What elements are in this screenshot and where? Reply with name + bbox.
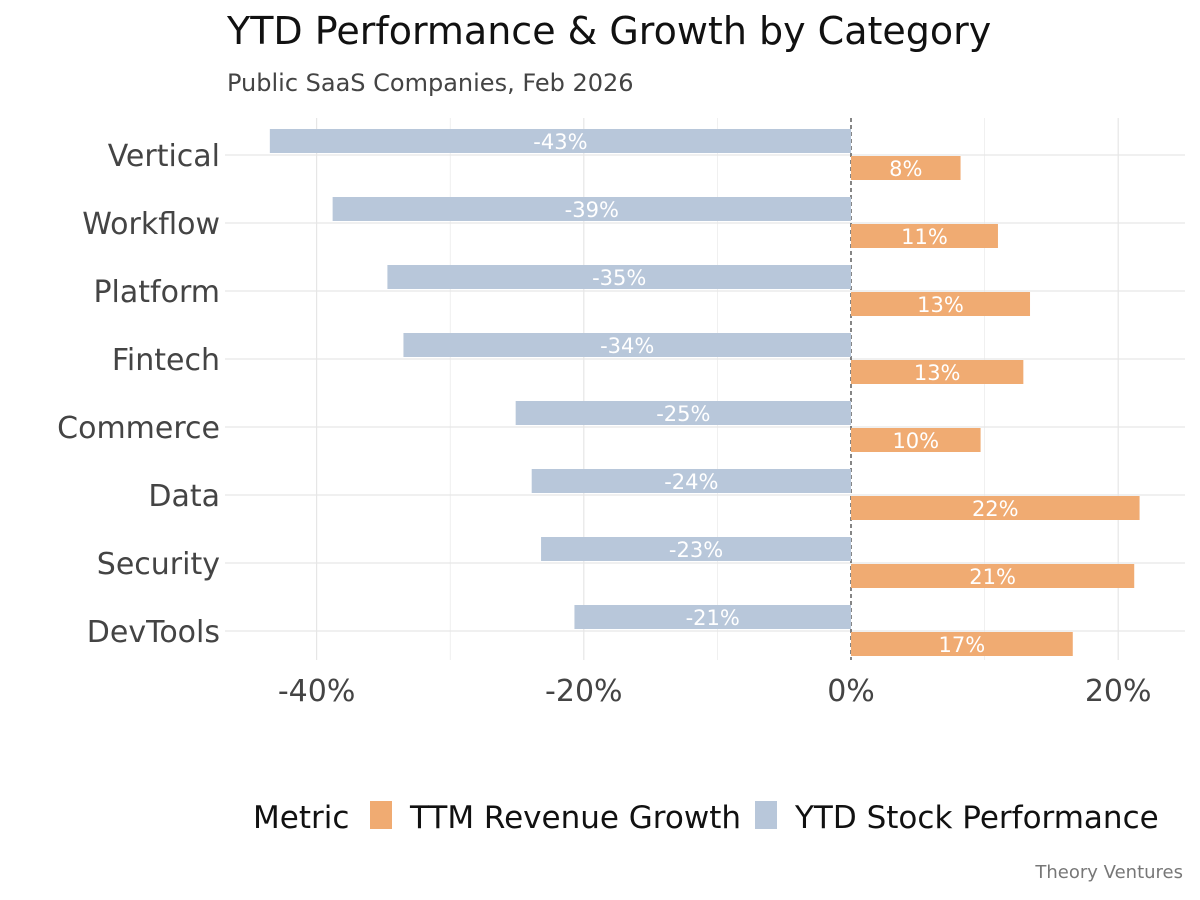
data-label: -35% (592, 266, 646, 290)
legend-entry: YTD Stock Performance (794, 800, 1159, 836)
x-tick-label: 20% (1085, 674, 1152, 709)
bar-ttm-revenue (851, 156, 961, 180)
bar-ytd-stock (541, 537, 851, 561)
category-label: Fintech (112, 343, 220, 378)
bar-ttm-revenue (851, 428, 981, 452)
legend-entry: TTM Revenue Growth (409, 800, 741, 836)
data-label: -21% (686, 606, 740, 630)
category-label: Platform (93, 275, 220, 310)
bar-ytd-stock (531, 469, 851, 493)
category-label: Security (97, 547, 220, 582)
bar-ttm-revenue (851, 224, 998, 248)
data-label: -43% (533, 130, 587, 154)
bar-ytd-stock (387, 265, 851, 289)
data-label: 21% (969, 565, 1016, 589)
category-label: Vertical (108, 139, 220, 174)
category-label: Data (148, 479, 220, 514)
data-label: 13% (914, 361, 961, 385)
legend-title: Metric (253, 800, 349, 836)
x-tick-label: 0% (827, 674, 875, 709)
legend-swatch (755, 801, 777, 829)
legend-swatch (370, 801, 392, 829)
bar-ytd-stock (515, 401, 851, 425)
bar-ytd-stock (574, 605, 851, 629)
data-label: 10% (892, 429, 939, 453)
chart-title: YTD Performance & Growth by Category (226, 9, 991, 53)
bar-ttm-revenue (851, 292, 1031, 316)
data-label: 8% (889, 157, 922, 181)
data-label: 17% (939, 633, 986, 657)
data-label: -34% (600, 334, 654, 358)
category-label: Workflow (82, 207, 220, 242)
data-label: 13% (917, 293, 964, 317)
data-label: -25% (656, 402, 710, 426)
bar-ttm-revenue (851, 632, 1073, 656)
category-label: Commerce (57, 411, 220, 446)
category-labels: Vertical Workflow Platform Fintech Commerce D… (57, 139, 220, 650)
bars: -43% -39% -35% -34% -25% -24% -23% -21% 8% 11% 13%… (269, 129, 1140, 657)
gridlines (225, 118, 1185, 660)
x-tick-label: -40% (278, 674, 356, 709)
category-label: DevTools (87, 615, 220, 650)
bar-ttm-revenue (851, 496, 1140, 520)
caption: Theory Ventures (1034, 862, 1183, 883)
data-label: 11% (901, 225, 948, 249)
data-label: -39% (565, 198, 619, 222)
data-label: -24% (664, 470, 718, 494)
bar-ytd-stock (332, 197, 852, 221)
data-label: 22% (972, 497, 1019, 521)
x-tick-label: -20% (545, 674, 623, 709)
data-label: -23% (669, 538, 723, 562)
bar-ttm-revenue (851, 564, 1135, 588)
chart-subtitle: Public SaaS Companies, Feb 2026 (227, 69, 634, 97)
bar-ytd-stock (403, 333, 851, 357)
legend: Metric TTM Revenue Growth YTD Stock Perfor… (253, 800, 1159, 836)
x-tick-labels: -40% -20% 0% 20% (278, 674, 1152, 709)
bar-ytd-stock (269, 129, 852, 153)
bar-ttm-revenue (851, 360, 1024, 384)
